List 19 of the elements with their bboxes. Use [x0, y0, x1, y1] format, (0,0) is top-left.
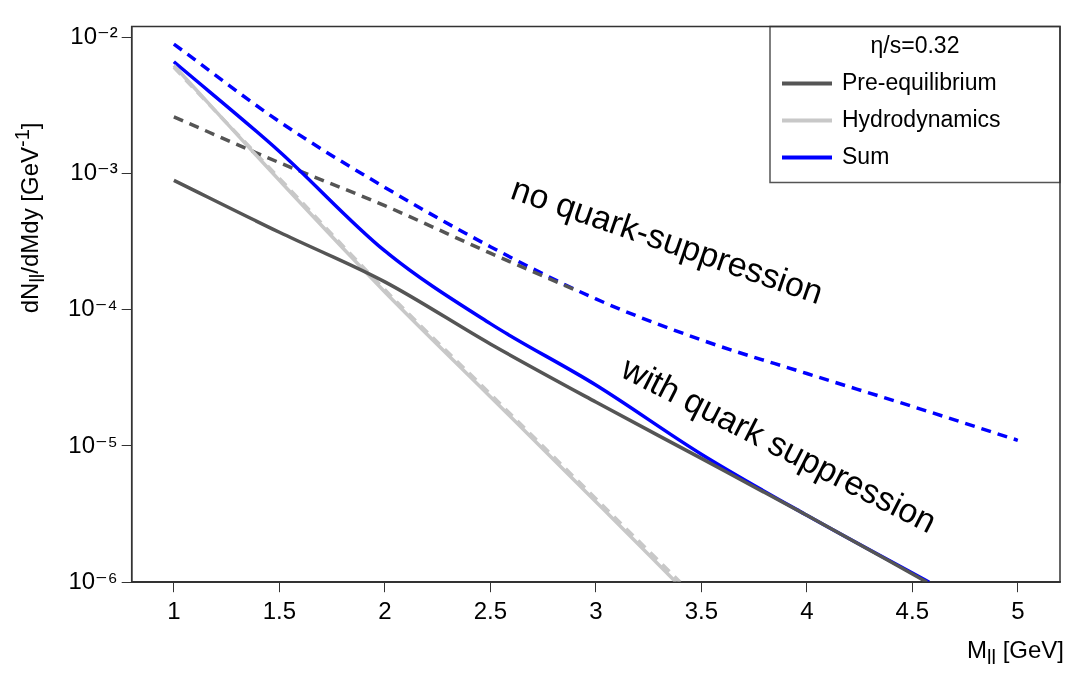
x-tick-label: 4.5: [895, 597, 929, 625]
legend-label: Pre-equilibrium: [842, 68, 997, 95]
legend-title: η/s=0.32: [870, 31, 960, 58]
x-tick-label: 1: [167, 597, 181, 625]
y-tick-label: 10⁻⁵: [68, 430, 118, 458]
x-tick-label: 3.5: [684, 597, 719, 625]
x-axis-title: M$_{ll}$ [GeV]: [967, 636, 1064, 669]
y-tick-label: 10⁻³: [70, 158, 118, 186]
y-tick-label: 10⁻⁴: [67, 294, 118, 322]
x-tick-label: 2.5: [473, 597, 508, 625]
y-tick-label: 10⁻⁶: [68, 566, 118, 594]
x-tick-label: 3: [589, 597, 603, 625]
y-tick-label: 10⁻²: [70, 21, 118, 49]
legend-label: Hydrodynamics: [842, 105, 1001, 132]
x-tick-label: 1.5: [262, 597, 297, 625]
x-tick-label: 4: [800, 597, 814, 625]
x-tick-label: 2: [378, 597, 392, 625]
legend-label: Sum: [842, 142, 890, 169]
x-tick-label: 5: [1011, 597, 1025, 625]
